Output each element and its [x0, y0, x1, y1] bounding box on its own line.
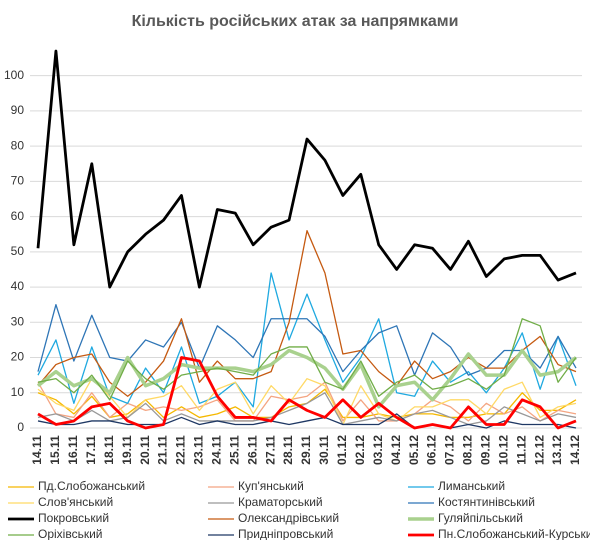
x-tick-label: 24.11	[210, 435, 224, 465]
x-tick-label: 09.12	[479, 435, 493, 465]
legend-label: Куп'янський	[238, 479, 304, 493]
x-tick-label: 30.11	[317, 435, 331, 465]
x-tick-label: 19.11	[120, 435, 134, 465]
x-tick-label: 18.11	[102, 435, 116, 465]
series-line	[37, 230, 577, 397]
legend-label: Придніпровський	[238, 527, 333, 540]
y-tick-label: 0	[17, 420, 24, 434]
y-tick-label: 60	[11, 209, 25, 223]
x-tick-label: 07.12	[443, 435, 457, 465]
legend-label: Лиманський	[438, 479, 505, 493]
x-tick-label: 13.12	[550, 435, 564, 465]
legend-label: Пн.Слобожанський-Курський	[438, 527, 590, 540]
x-tick-label: 03.12	[371, 435, 385, 465]
series-line	[37, 392, 577, 426]
series-line	[36, 348, 578, 409]
series-line	[37, 272, 577, 408]
x-tick-label: 20.11	[138, 435, 152, 465]
x-tick-label: 05.12	[407, 435, 421, 465]
x-tick-label: 06.12	[425, 435, 439, 465]
y-tick-label: 90	[11, 103, 25, 117]
x-tick-label: 28.11	[281, 435, 295, 465]
x-tick-label: 25.11	[227, 435, 241, 465]
y-tick-label: 10	[11, 385, 25, 399]
x-tick-label: 08.12	[461, 435, 475, 465]
legend-label: Слов'янський	[38, 495, 113, 509]
x-tick-label: 12.12	[532, 435, 546, 465]
legend-label: Краматорський	[238, 495, 323, 509]
series-line	[37, 304, 577, 376]
x-tick-label: 14.11	[30, 435, 44, 465]
y-tick-label: 100	[4, 68, 24, 82]
legend-label: Пд.Слобожанський	[38, 479, 145, 493]
legend-label: Покровський	[38, 511, 109, 525]
x-tick-label: 11.12	[514, 435, 528, 465]
series-line	[37, 318, 577, 401]
x-tick-label: 16.11	[66, 435, 80, 465]
legend-label: Костянтинівський	[438, 495, 535, 509]
series-line	[36, 49, 577, 289]
chart-title: Кількість російських атак за напрямками	[132, 13, 459, 30]
x-tick-label: 21.11	[156, 435, 170, 465]
x-tick-label: 10.12	[496, 435, 510, 465]
x-tick-label: 14.12	[568, 435, 582, 465]
legend-label: Оріхівський	[38, 527, 103, 540]
y-tick-label: 70	[11, 174, 25, 188]
legend-label: Гуляйпільський	[438, 511, 523, 525]
x-tick-label: 27.11	[263, 435, 277, 465]
y-tick-label: 80	[11, 138, 25, 152]
x-tick-label: 17.11	[84, 435, 98, 465]
x-tick-label: 23.11	[192, 435, 206, 465]
legend-label: Олександрівський	[238, 511, 339, 525]
x-tick-label: 26.11	[245, 435, 259, 465]
series-line	[37, 413, 577, 429]
y-tick-label: 30	[11, 314, 25, 328]
y-tick-label: 40	[11, 279, 25, 293]
x-tick-label: 02.12	[353, 435, 367, 465]
y-tick-label: 20	[11, 350, 25, 364]
x-tick-label: 29.11	[299, 435, 313, 465]
series-line	[37, 356, 577, 430]
y-tick-label: 50	[11, 244, 25, 258]
x-tick-label: 22.11	[174, 435, 188, 465]
x-tick-label: 04.12	[389, 435, 403, 465]
x-tick-label: 01.12	[335, 435, 349, 465]
series-line	[37, 378, 577, 426]
x-tick-label: 15.11	[48, 435, 62, 465]
